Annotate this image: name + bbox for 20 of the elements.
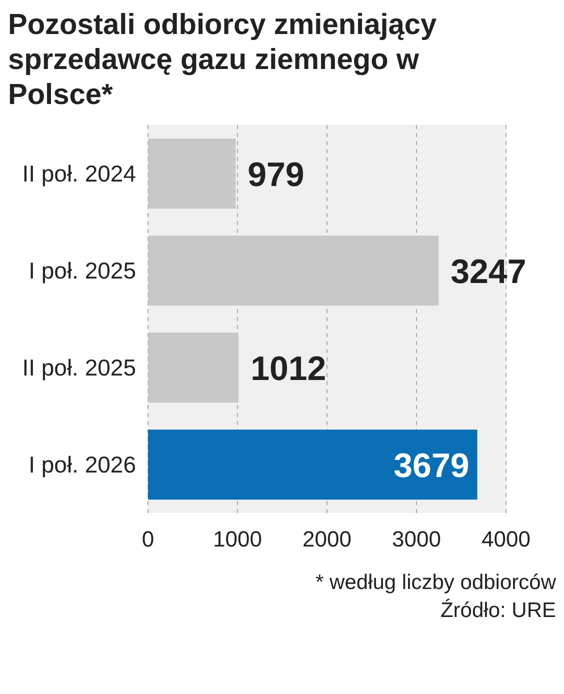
y-tick-label: I poł. 2026: [28, 452, 136, 478]
x-tick-label: 1000: [213, 526, 262, 552]
bar: [148, 430, 478, 500]
bar: [148, 332, 239, 403]
x-tick-label: 3000: [392, 526, 441, 552]
x-tick-label: 0: [142, 526, 154, 552]
text: * według liczby odbiorców: [314, 570, 556, 596]
text: Źródło: URE: [439, 598, 556, 624]
x-tick-label: 2000: [302, 526, 352, 552]
data-label: 979: [248, 156, 304, 194]
bar: [148, 236, 439, 306]
bar: [148, 138, 236, 209]
x-tick-label: 4000: [482, 526, 530, 552]
y-tick-label: I poł. 2025: [28, 258, 136, 284]
data-label: 3679: [394, 446, 470, 485]
y-tick-label: II poł. 2025: [22, 354, 136, 381]
data-label: 1012: [250, 350, 326, 388]
chart-title: Pozostali odbiorcy zmieniający sprzedawcę gazu ziemnego w Polsce*: [8, 8, 438, 113]
data-label: 3247: [450, 252, 526, 291]
y-tick-label: II poł. 2024: [22, 160, 136, 187]
